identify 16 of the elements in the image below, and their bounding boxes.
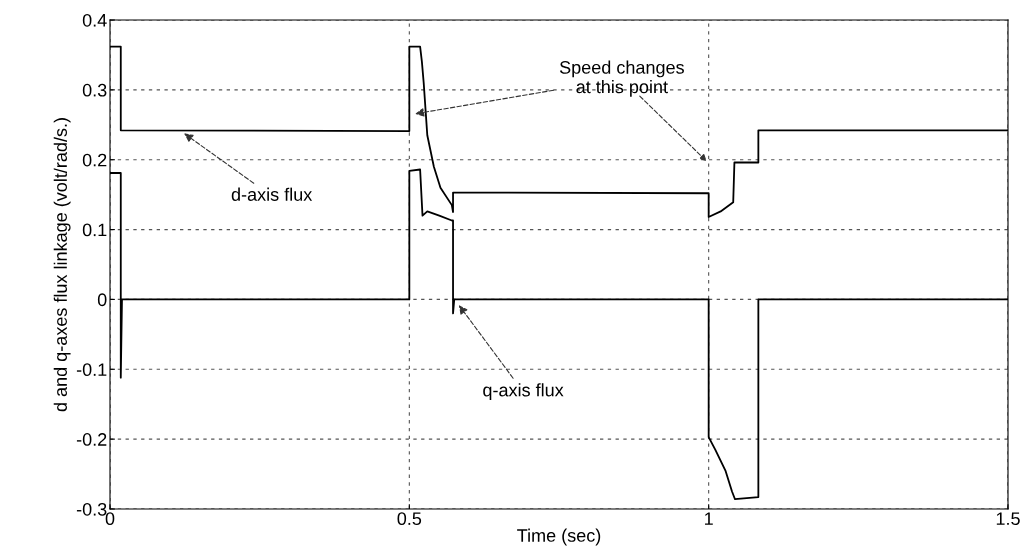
y-tick-label: 0.3 [82, 83, 107, 97]
annotation: q-axis flux [483, 383, 564, 401]
x-tick-label: 1.5 [996, 512, 1020, 526]
y-tick-label: 0.2 [82, 153, 107, 167]
y-axis-title: d and q-axes flux linkage (volt/rad/s.) [53, 118, 71, 412]
y-tick-label: -0.1 [76, 363, 107, 377]
x-axis-title: Time (sec) [517, 528, 601, 546]
x-tick-label: 1 [705, 512, 713, 525]
annotation: Speed changes at this point [559, 60, 684, 97]
x-tick-label: 0.5 [397, 512, 422, 526]
annotation: d-axis flux [231, 187, 313, 201]
y-tick-label: -0.3 [76, 502, 107, 516]
y-tick-label: 0.1 [82, 223, 107, 237]
y-tick-label: 0.4 [82, 13, 107, 27]
y-tick-label: 0 [97, 293, 107, 307]
y-tick-label: -0.2 [76, 433, 107, 446]
